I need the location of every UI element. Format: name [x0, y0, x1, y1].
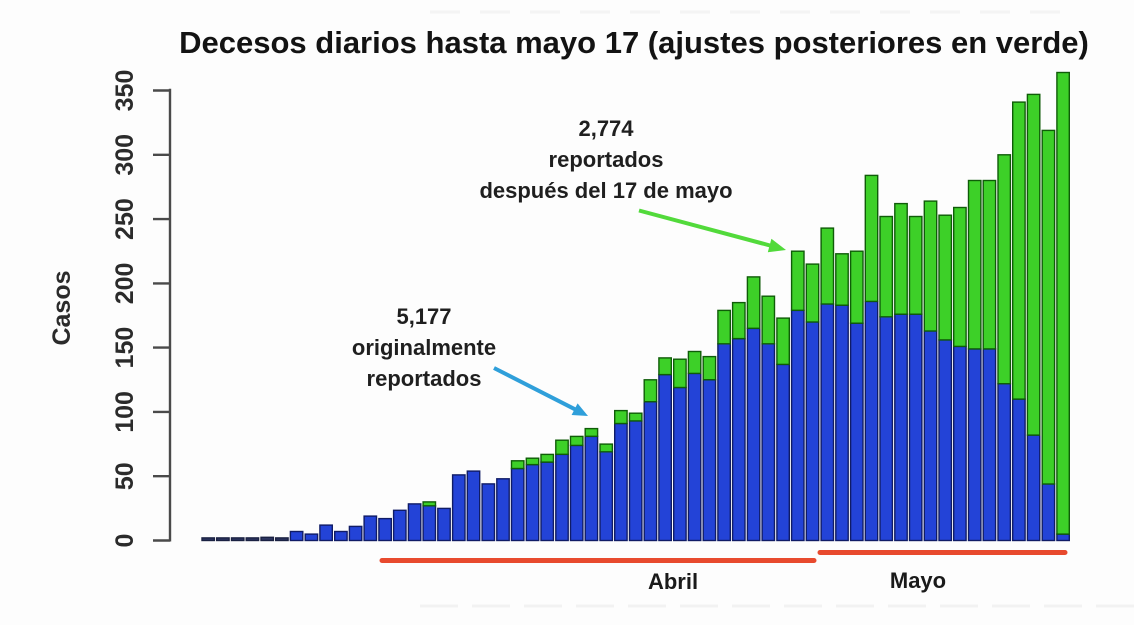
svg-text:250: 250: [111, 198, 139, 240]
svg-text:Decesos diarios hasta mayo 17: Decesos diarios hasta mayo 17 (ajustes p…: [179, 25, 1089, 60]
svg-text:50: 50: [111, 462, 139, 490]
svg-text:Casos: Casos: [48, 270, 76, 345]
svg-text:300: 300: [111, 134, 139, 176]
svg-text:5,177: 5,177: [396, 304, 451, 329]
svg-text:reportados: reportados: [549, 147, 664, 172]
svg-text:originalmente: originalmente: [352, 335, 496, 360]
svg-text:Abril: Abril: [648, 569, 698, 594]
svg-text:200: 200: [111, 263, 139, 305]
svg-text:2,774: 2,774: [578, 116, 634, 141]
svg-text:150: 150: [111, 327, 139, 369]
svg-text:100: 100: [111, 391, 139, 433]
svg-text:350: 350: [111, 70, 139, 112]
svg-text:0: 0: [111, 534, 139, 548]
svg-text:Mayo: Mayo: [890, 568, 946, 593]
svg-text:después del 17 de mayo: después del 17 de mayo: [479, 178, 732, 203]
svg-text:reportados: reportados: [367, 366, 482, 391]
